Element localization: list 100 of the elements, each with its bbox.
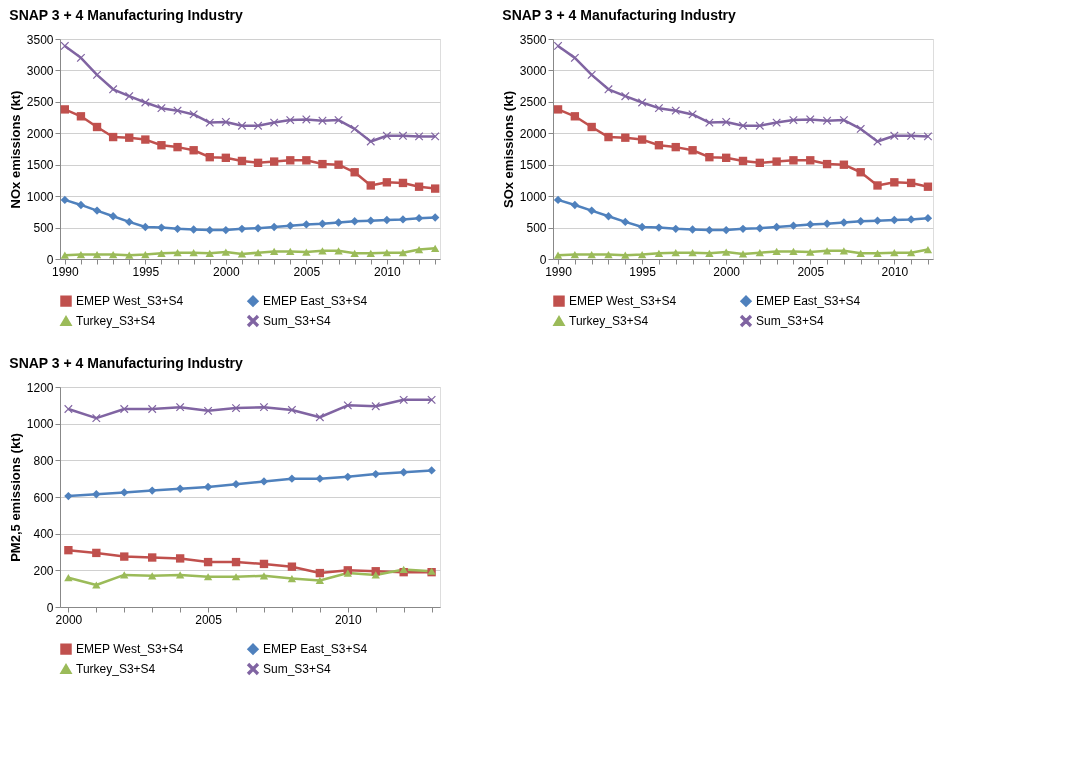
point (237, 250, 247, 258)
point (873, 216, 882, 225)
x-tick-label: 1995 (629, 264, 657, 279)
point (430, 184, 440, 193)
y-tick-label: 0 (46, 600, 54, 615)
point (570, 112, 580, 121)
point (334, 247, 343, 255)
x-tick-label: 2010 (334, 612, 362, 627)
point (259, 402, 269, 412)
point (318, 159, 327, 169)
point (873, 181, 882, 190)
y-tick-label: 2000 (519, 126, 547, 141)
point (722, 153, 731, 162)
point (890, 178, 899, 187)
point (923, 245, 933, 254)
point (705, 225, 714, 235)
point (231, 573, 241, 581)
point (318, 247, 327, 255)
point (231, 479, 241, 489)
y-tick-label: 1500 (519, 158, 547, 173)
point (287, 574, 297, 583)
point (269, 157, 279, 166)
point (203, 406, 213, 416)
point (64, 545, 73, 555)
x-tick-label: 1990 (545, 264, 573, 279)
y-tick-label: 2500 (26, 95, 54, 110)
point (253, 249, 263, 257)
point (414, 132, 424, 141)
point (789, 115, 798, 125)
point (60, 41, 70, 51)
point (92, 122, 102, 132)
point (269, 247, 279, 256)
point (253, 158, 263, 168)
point (738, 121, 748, 130)
legend-label: Sum_S3+S4 (263, 662, 332, 676)
point (92, 70, 102, 80)
point (789, 221, 798, 230)
y-tick-label: 2000 (26, 126, 54, 141)
point (286, 115, 295, 125)
y-tick-label: 200 (33, 563, 54, 578)
legend-label: Turkey_S3+S4 (569, 314, 649, 328)
point (315, 413, 325, 422)
point (334, 115, 343, 125)
x-tick-label: 2005 (293, 264, 321, 279)
point (637, 250, 647, 259)
point (806, 115, 815, 124)
point (772, 157, 781, 166)
point (76, 53, 86, 63)
point (722, 225, 731, 235)
chart-title: SNAP 3 + 4 Manufacturing Industry (9, 7, 244, 23)
point (822, 116, 832, 125)
point (906, 215, 916, 224)
point (772, 247, 781, 256)
point (856, 249, 865, 257)
point (237, 121, 247, 130)
point (705, 249, 714, 257)
point (366, 249, 375, 257)
point (175, 554, 185, 563)
point (148, 404, 157, 414)
point (231, 557, 241, 567)
point (604, 85, 613, 94)
point (221, 248, 231, 256)
legend-label: Turkey_S3+S4 (76, 662, 156, 676)
point (173, 249, 182, 257)
point (587, 250, 596, 259)
point (637, 98, 647, 107)
point (205, 152, 214, 162)
point (923, 182, 933, 191)
point (125, 133, 134, 142)
point (722, 117, 731, 127)
point (906, 131, 916, 140)
x-tick-label: 2005 (797, 264, 825, 279)
point (414, 245, 424, 254)
x-tick-label: 2000 (213, 264, 241, 279)
legend-label: Sum_S3+S4 (263, 314, 332, 328)
point (108, 212, 118, 221)
point (108, 85, 118, 94)
point (570, 200, 580, 210)
point (839, 115, 849, 125)
y-axis-title: PM2,5 emissions (kt) (7, 433, 23, 562)
point (92, 250, 102, 259)
point (92, 581, 101, 589)
x-tick-label: 1995 (132, 264, 160, 279)
point (587, 122, 596, 132)
legend-label: EMEP East_S3+S4 (263, 642, 368, 657)
point (839, 247, 849, 255)
point (259, 559, 269, 569)
point (120, 488, 129, 497)
point (148, 553, 157, 562)
point (125, 251, 134, 259)
point (398, 131, 408, 140)
legend-label: EMEP East_S3+S4 (756, 294, 861, 309)
y-tick-label: 3500 (519, 32, 547, 47)
y-tick-label: 3000 (26, 63, 54, 78)
y-tick-label: 1000 (26, 189, 54, 204)
point (203, 573, 213, 581)
point (822, 159, 832, 169)
point (705, 152, 714, 162)
point (334, 218, 343, 227)
point (237, 224, 247, 234)
